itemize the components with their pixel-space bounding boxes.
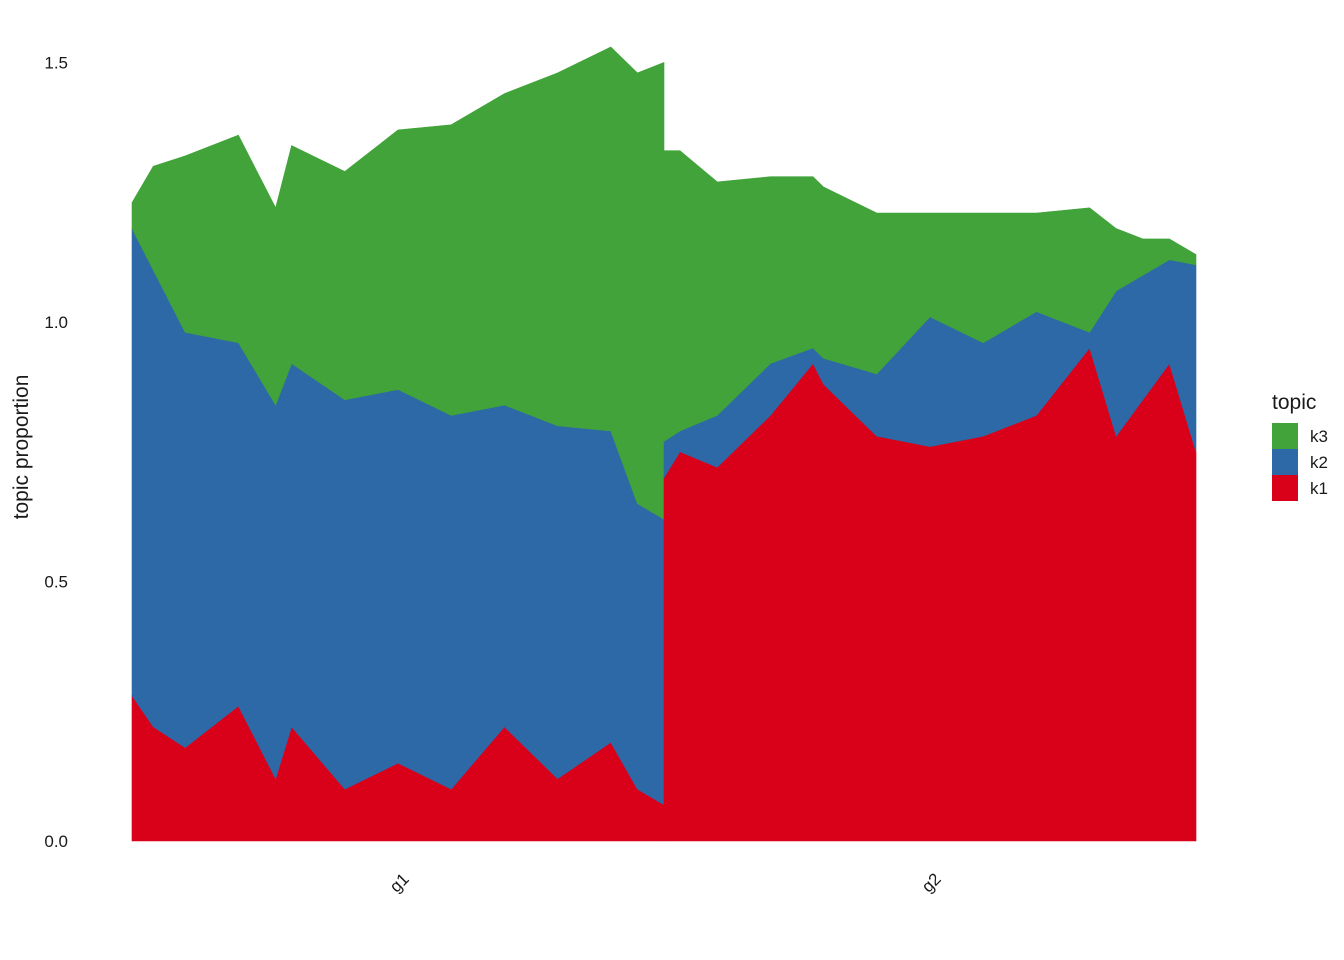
legend: topic k3 k2 k1 [1272, 391, 1328, 501]
y-tick-label: 1.0 [44, 313, 68, 332]
legend-label-k3: k3 [1310, 427, 1328, 446]
y-tick-label: 1.5 [44, 54, 68, 73]
legend-swatch-k2 [1272, 449, 1298, 475]
legend-swatch-k1 [1272, 475, 1298, 501]
legend-swatch-k3 [1272, 423, 1298, 449]
y-axis-title: topic proportion [10, 375, 33, 520]
x-tick-label: g2 [918, 869, 945, 896]
area-k3-g1 [131, 46, 665, 520]
legend-label-k1: k1 [1310, 479, 1328, 498]
x-tick-label: g1 [386, 869, 413, 896]
x-axis: g1 g2 [386, 869, 945, 896]
y-tick-label: 0.5 [44, 573, 68, 592]
legend-title: topic [1272, 391, 1316, 414]
legend-label-k2: k2 [1310, 453, 1328, 472]
y-tick-label: 0.0 [44, 832, 68, 851]
plot-area [131, 46, 1197, 842]
y-axis: 0.0 0.5 1.0 1.5 [44, 54, 68, 852]
area-k3-g2 [663, 150, 1197, 442]
